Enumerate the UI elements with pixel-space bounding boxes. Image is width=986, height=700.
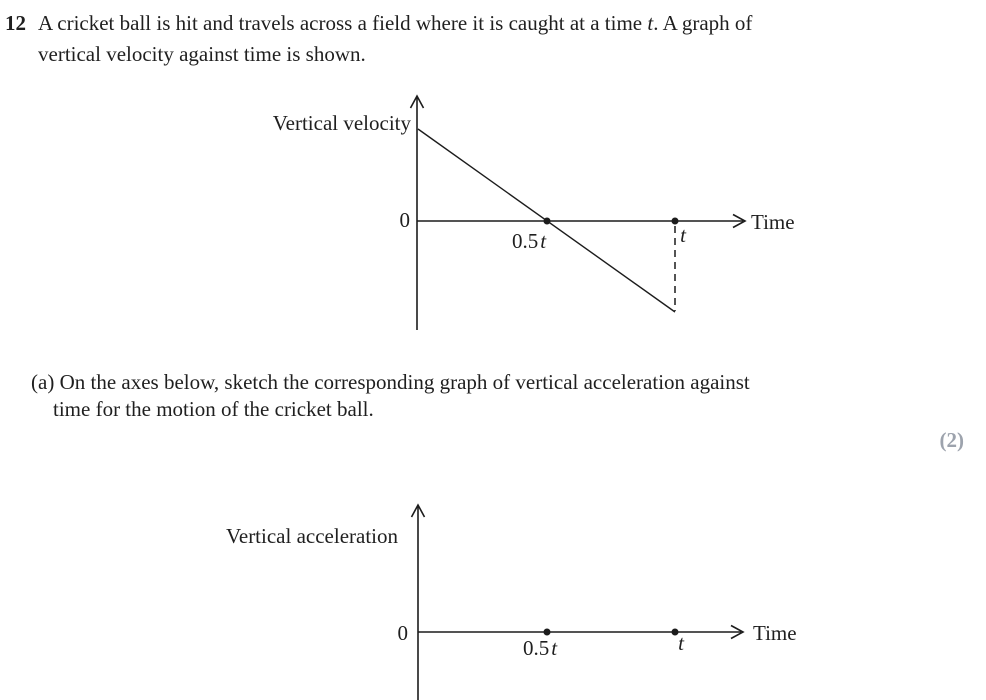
stem-text: A cricket ball is hit and travels across… <box>38 11 648 35</box>
acceleration-x-axis-arrow-icon <box>730 624 745 640</box>
half-t-variable: t <box>540 229 547 253</box>
part-a-instruction: (a) On the axes below, sketch the corres… <box>31 369 931 423</box>
acceleration-y-axis-label: Vertical acceleration <box>226 524 398 548</box>
acceleration-y-axis-arrow-icon <box>410 503 426 518</box>
time-variable: t <box>647 11 654 35</box>
half-t-variable: t <box>551 636 558 660</box>
velocity-x-axis-label: Time <box>751 210 795 234</box>
question-number: 12 <box>5 11 26 35</box>
acceleration-time-axes: Vertical acceleration 0 0.5t t Time <box>226 503 797 700</box>
part-a-line1: (a) On the axes below, sketch the corres… <box>31 369 931 396</box>
zero-crossing-dot <box>543 217 551 225</box>
half-t-axis-dot <box>543 628 551 636</box>
acceleration-x-axis-label: Time <box>753 621 797 645</box>
part-a-text: On the axes below, sketch the correspond… <box>59 370 750 394</box>
velocity-t-tick-label: t <box>680 223 687 247</box>
part-a-line2: time for the motion of the cricket ball. <box>53 397 374 421</box>
velocity-half-t-tick-label: 0.5t <box>512 229 547 253</box>
half-t-number: 0.5 <box>523 636 549 660</box>
time-t-dot <box>671 217 679 225</box>
marks-indicator: (2) <box>939 428 965 452</box>
velocity-y-axis-arrow-icon <box>409 94 425 109</box>
acceleration-half-t-tick-label: 0.5t <box>523 636 558 660</box>
velocity-x-axis-arrow-icon <box>732 213 747 229</box>
stem-text-cont: . A graph of <box>653 11 753 35</box>
part-a-label: (a) <box>31 370 55 394</box>
question-stem-line2: vertical velocity against time is shown. <box>38 42 366 66</box>
acceleration-t-tick-label: t <box>678 631 685 655</box>
half-t-number: 0.5 <box>512 229 538 253</box>
velocity-origin-label: 0 <box>400 208 411 232</box>
velocity-time-graph: Vertical velocity 0 0.5t t Time <box>273 94 795 330</box>
t-axis-dot <box>671 628 679 636</box>
acceleration-origin-label: 0 <box>398 621 409 645</box>
velocity-y-axis-label: Vertical velocity <box>273 111 412 135</box>
question-stem: A cricket ball is hit and travels across… <box>38 8 918 70</box>
question-stem-line1: A cricket ball is hit and travels across… <box>38 8 918 39</box>
